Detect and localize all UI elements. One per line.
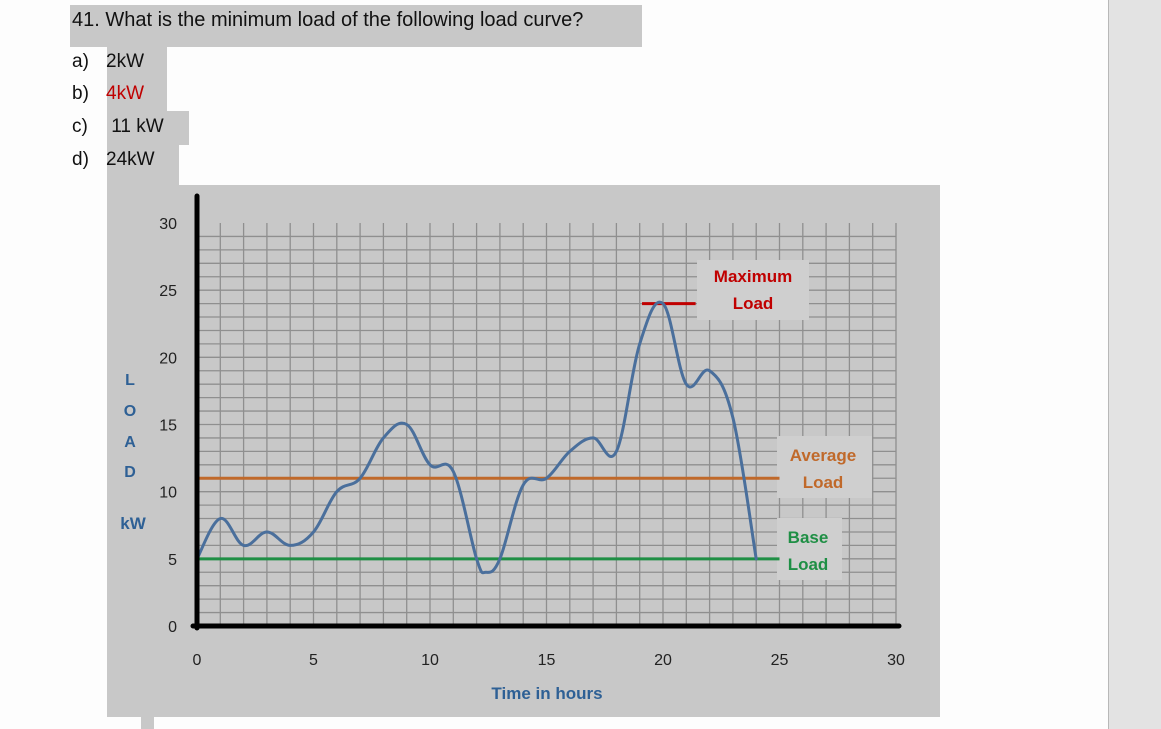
x-tick-label: 20 <box>654 652 672 669</box>
highlight-option-c <box>107 111 189 145</box>
x-tick-label: 5 <box>309 652 318 669</box>
highlight-option-a <box>107 47 167 79</box>
maximum-load-label: Load <box>733 294 774 313</box>
y-tick-label: 25 <box>159 283 177 300</box>
x-axis-tick-labels: 0 5 10 15 20 25 30 <box>193 652 905 669</box>
reference-lines <box>197 302 780 561</box>
average-load-label: Average <box>790 446 856 465</box>
base-load-label: Base <box>788 528 829 547</box>
option-value: 24kW <box>106 149 155 170</box>
load-curve-line <box>195 300 758 575</box>
y-label-letter: O <box>124 403 136 420</box>
y-label-letter: L <box>125 372 135 389</box>
chart-axes <box>190 193 902 631</box>
x-tick-label: 0 <box>193 652 202 669</box>
highlight-option-b <box>107 79 167 111</box>
x-tick-label: 25 <box>771 652 789 669</box>
max-label-box <box>697 260 809 320</box>
y-label-letter: D <box>124 464 136 481</box>
base-label-box <box>777 518 842 580</box>
option-value: 2kW <box>106 51 144 72</box>
x-tick-label: 30 <box>887 652 905 669</box>
option-letter: c) <box>72 116 88 137</box>
x-tick-label: 15 <box>538 652 556 669</box>
y-tick-label: 15 <box>159 418 177 435</box>
chart-annotations: Maximum Load Average Load Base Load <box>714 267 856 574</box>
option-letter: d) <box>72 149 89 170</box>
y-tick-label: 5 <box>168 552 177 569</box>
option-letter: b) <box>72 83 89 104</box>
x-axis-label: Time in hours <box>491 684 602 703</box>
highlight-tail <box>141 717 154 729</box>
option-letter: a) <box>72 51 89 72</box>
highlight-option-d <box>107 145 179 186</box>
y-tick-label: 0 <box>168 619 177 636</box>
y-label-unit: kW <box>120 514 146 533</box>
average-load-label: Load <box>803 473 844 492</box>
y-tick-label: 10 <box>159 485 177 502</box>
y-tick-label: 20 <box>159 350 177 367</box>
y-label-letter: A <box>124 434 136 451</box>
side-panel <box>1108 0 1161 729</box>
option-value: 11 kW <box>106 116 164 137</box>
base-load-label: Load <box>788 555 829 574</box>
y-tick-label: 30 <box>159 216 177 233</box>
question-text: 41. What is the minimum load of the foll… <box>70 5 642 47</box>
option-value: 4kW <box>106 83 144 104</box>
maximum-load-label: Maximum <box>714 267 792 286</box>
annotation-label-boxes <box>697 260 872 580</box>
avg-label-box <box>777 436 872 498</box>
x-tick-label: 10 <box>421 652 439 669</box>
y-axis-tick-labels: 0 5 10 15 20 25 30 <box>159 216 177 636</box>
